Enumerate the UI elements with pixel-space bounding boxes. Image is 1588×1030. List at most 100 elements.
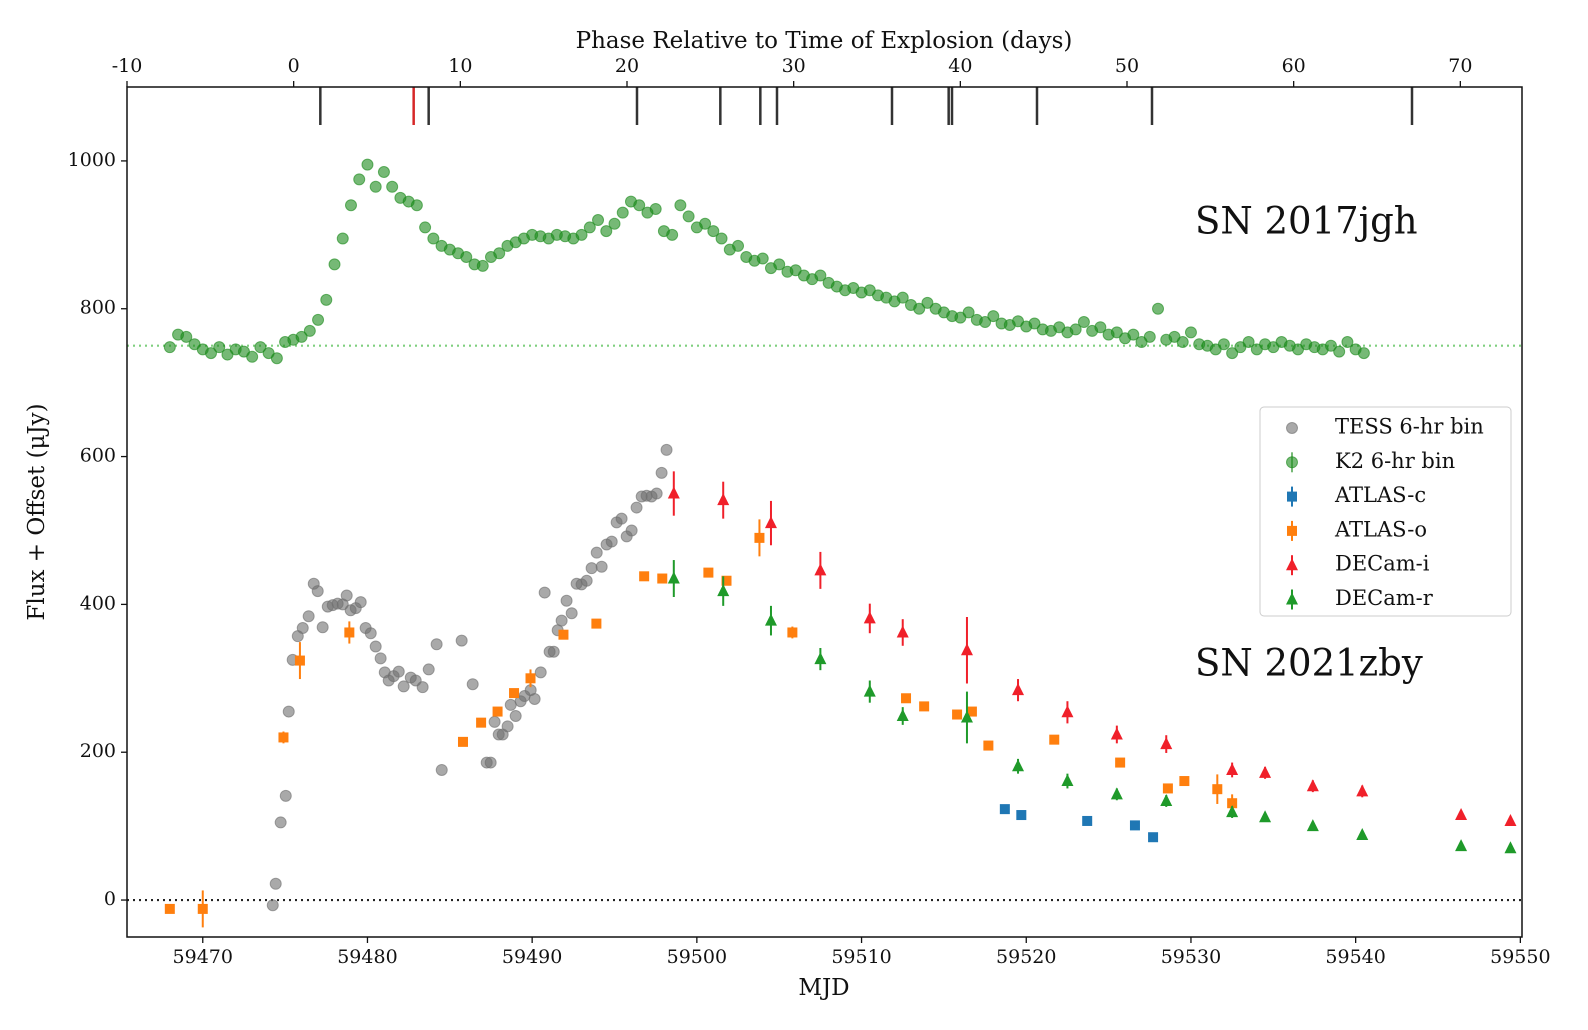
data-point	[1287, 525, 1297, 536]
data-point	[608, 217, 621, 230]
data-point	[560, 594, 573, 607]
data-point	[1259, 810, 1272, 823]
data-point	[682, 210, 695, 223]
data-point	[344, 627, 355, 638]
data-point	[488, 715, 501, 728]
data-point	[896, 291, 909, 304]
data-point	[1306, 819, 1319, 832]
data-point	[565, 607, 578, 620]
data-point	[311, 585, 324, 598]
data-point	[427, 232, 440, 245]
data-point	[279, 789, 292, 802]
data-point	[353, 173, 366, 186]
data-point	[294, 655, 305, 666]
data-point	[555, 614, 568, 627]
data-point	[721, 575, 732, 586]
data-point	[1324, 339, 1337, 352]
x2-tick-label: 0	[288, 55, 300, 77]
data-point	[630, 501, 643, 514]
data-point	[983, 740, 994, 751]
x2-axis-label: Phase Relative to Time of Explosion (day…	[576, 28, 1073, 54]
x-tick-label: 59500	[667, 946, 727, 968]
data-point	[707, 225, 720, 238]
data-point	[754, 532, 765, 543]
data-point	[1049, 734, 1060, 745]
data-point	[649, 202, 662, 215]
data-point	[1227, 798, 1238, 809]
data-point	[667, 571, 680, 584]
data-point	[1242, 336, 1255, 348]
data-point	[1152, 302, 1165, 315]
x2-tick-label: 40	[948, 55, 972, 77]
data-point	[340, 589, 353, 602]
series	[163, 158, 1370, 365]
y-tick-label: 400	[80, 592, 116, 614]
data-point	[575, 228, 588, 241]
data-point	[1148, 832, 1159, 843]
data-point	[896, 709, 909, 721]
data-point	[1306, 779, 1319, 792]
data-point	[703, 567, 714, 578]
x2-tick-label: 20	[615, 55, 639, 77]
data-point	[715, 232, 728, 245]
data-point	[919, 701, 930, 712]
data-point	[416, 681, 429, 694]
data-point	[455, 634, 468, 647]
x-tick-label: 59480	[337, 946, 397, 968]
data-point	[320, 293, 333, 306]
data-point	[764, 613, 777, 626]
data-point	[1110, 727, 1123, 740]
x2-tick-label: -10	[112, 55, 143, 77]
data-point	[1259, 765, 1272, 778]
legend-label: TESS 6-hr bin	[1335, 415, 1484, 439]
data-point	[756, 252, 769, 265]
data-point	[296, 622, 309, 635]
data-point	[410, 199, 423, 212]
y-tick-label: 1000	[68, 149, 116, 171]
data-point	[787, 627, 798, 638]
data-point	[430, 638, 443, 651]
data-point	[595, 560, 608, 573]
x-tick-label: 59470	[173, 946, 233, 968]
legend-marker	[1286, 452, 1298, 473]
data-point	[1217, 338, 1230, 351]
data-point	[1333, 345, 1346, 358]
data-point	[364, 627, 377, 640]
legend-marker	[1286, 555, 1298, 576]
data-point	[1504, 813, 1517, 826]
data-point	[625, 524, 638, 537]
data-point	[1127, 328, 1140, 341]
data-point	[1082, 815, 1093, 826]
data-point	[1160, 794, 1173, 806]
data-point	[1061, 774, 1074, 787]
data-point	[374, 652, 387, 665]
data-point	[814, 563, 827, 576]
data-point	[699, 217, 712, 230]
data-point	[534, 666, 547, 679]
data-point	[600, 225, 613, 238]
data-point	[666, 228, 679, 241]
data-point	[952, 709, 963, 720]
data-point	[1179, 776, 1190, 787]
data-point	[344, 199, 357, 212]
data-point	[962, 306, 975, 319]
legend-marker	[1286, 422, 1298, 434]
data-point	[1160, 737, 1173, 750]
data-point	[901, 693, 912, 704]
legend-label: DECam-i	[1335, 552, 1430, 576]
y-tick-label: 800	[80, 297, 116, 319]
data-point	[476, 259, 489, 272]
data-point	[1455, 839, 1468, 852]
data-point	[583, 221, 596, 234]
data-point	[660, 443, 673, 456]
data-point	[633, 199, 646, 212]
y-tick-label: 0	[104, 888, 116, 910]
data-point	[354, 596, 367, 609]
x2-tick-label: 60	[1282, 55, 1306, 77]
data-point	[896, 625, 909, 638]
data-point	[1061, 705, 1074, 718]
data-point	[377, 166, 390, 178]
data-point	[1286, 558, 1298, 571]
data-point	[1012, 759, 1025, 772]
data-point	[476, 717, 487, 728]
